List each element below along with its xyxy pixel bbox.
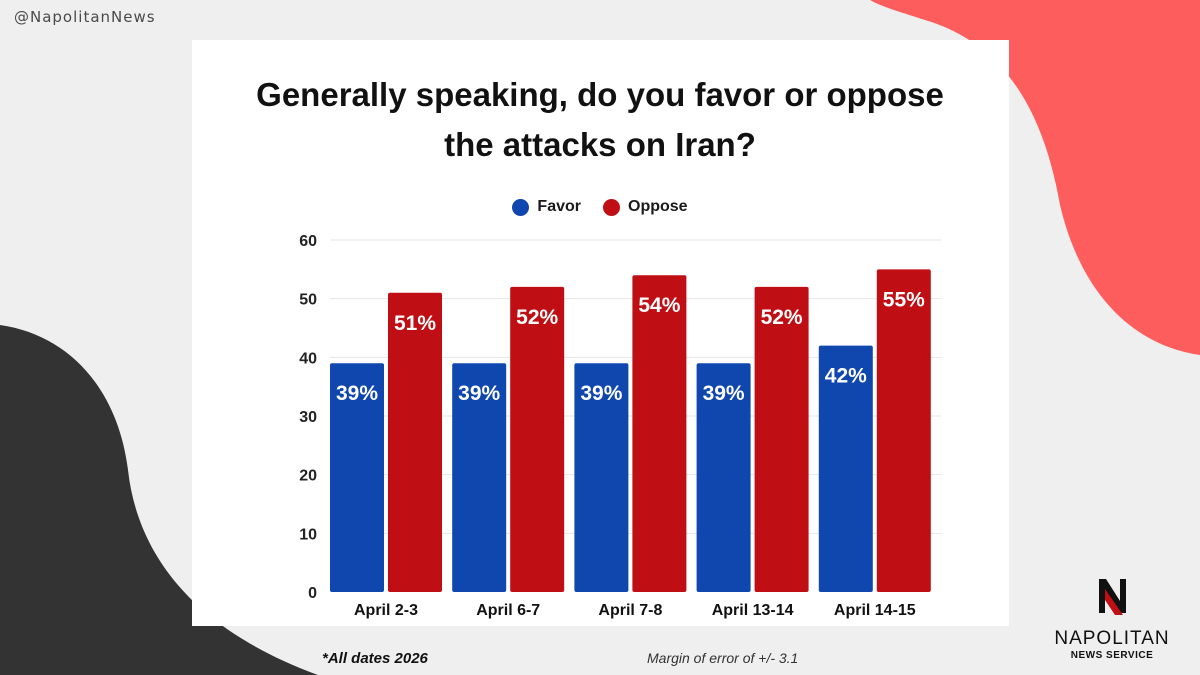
bar-value-label: 52% <box>516 306 558 329</box>
y-tick-label: 20 <box>299 468 317 485</box>
dark-blob <box>0 325 318 675</box>
napolitan-logo-icon <box>1099 579 1126 615</box>
bar-oppose <box>876 269 931 592</box>
bar-favor <box>574 363 629 592</box>
x-tick-label: April 13-14 <box>712 602 794 619</box>
legend-favor-label: Favor <box>537 198 581 215</box>
x-tick-label: April 2-3 <box>354 602 418 619</box>
bar-value-label: 52% <box>761 306 803 329</box>
bar-value-label: 55% <box>883 288 925 311</box>
bar-value-label: 39% <box>458 382 500 405</box>
bar-favor <box>818 345 873 592</box>
bar-value-label: 54% <box>638 294 680 317</box>
bar-value-label: 42% <box>825 365 867 388</box>
y-tick-label: 30 <box>299 409 317 426</box>
chart-title: Generally speaking, do you favor or oppo… <box>0 70 1200 170</box>
bar-favor <box>452 363 507 592</box>
legend-item-favor: Favor <box>512 198 581 216</box>
napolitan-logo: NAPOLITAN NEWS SERVICE <box>1050 575 1174 661</box>
x-tick-label: April 6-7 <box>476 602 540 619</box>
legend-oppose-label: Oppose <box>628 198 688 215</box>
legend-oppose-swatch <box>603 198 620 216</box>
legend-item-oppose: Oppose <box>603 198 688 216</box>
legend-favor-swatch <box>512 198 530 216</box>
x-tick-label: April 14-15 <box>834 602 916 619</box>
y-tick-label: 10 <box>299 526 317 543</box>
y-tick-label: 60 <box>299 233 317 250</box>
y-tick-label: 0 <box>308 585 317 602</box>
bar-value-label: 39% <box>580 382 622 405</box>
bar-oppose <box>510 286 565 592</box>
bar-value-label: 39% <box>703 382 745 405</box>
bar-oppose <box>632 275 687 592</box>
logo-subtitle: NEWS SERVICE <box>1070 650 1154 661</box>
margin-of-error-note: Margin of error of +/- 3.1 <box>647 650 799 666</box>
coral-blob <box>870 0 1200 355</box>
bar-value-label: 51% <box>394 312 436 335</box>
chart-legend: Favor Oppose <box>0 198 1200 216</box>
x-tick-label: April 7-8 <box>598 602 662 619</box>
bar-oppose <box>388 292 442 592</box>
title-line-1: Generally speaking, do you favor or oppo… <box>256 76 944 113</box>
bar-oppose <box>754 286 809 592</box>
dates-footnote: *All dates 2026 <box>322 650 428 667</box>
bar-value-label: 39% <box>336 382 378 405</box>
logo-name: NAPOLITAN <box>1054 628 1170 649</box>
title-line-2: the attacks on Iran? <box>444 126 756 163</box>
bar-favor <box>330 363 384 592</box>
y-tick-label: 50 <box>299 292 317 309</box>
social-handle: @NapolitanNews <box>14 8 156 26</box>
y-tick-label: 40 <box>299 350 317 367</box>
bar-favor <box>696 363 751 592</box>
